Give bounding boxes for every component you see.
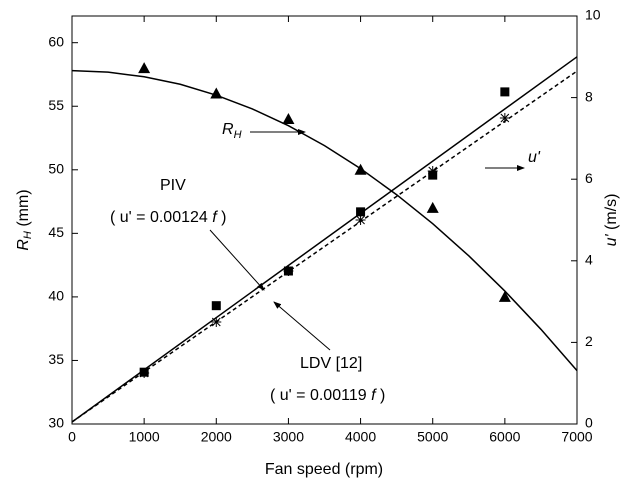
point	[426, 201, 439, 213]
y-tick-label: 45	[48, 224, 64, 240]
y2-tick-label: 0	[585, 415, 593, 431]
y-tick-label: 55	[48, 97, 64, 113]
point	[139, 368, 150, 378]
fit-line	[71, 70, 578, 423]
point	[211, 301, 221, 311]
x-tick-label: 7000	[561, 429, 592, 445]
arrow	[209, 229, 265, 291]
y2-axis-label: u' (m/s)	[603, 194, 620, 247]
y-tick-label: 35	[48, 351, 64, 367]
annotation: LDV [12]	[300, 355, 362, 372]
fit-line	[71, 69, 578, 372]
point	[500, 87, 510, 97]
annotation: u'	[528, 149, 541, 166]
y2-tick-label: 6	[585, 170, 593, 186]
y2-tick-label: 8	[585, 88, 593, 104]
y2-tick-label: 2	[585, 333, 593, 349]
x-tick-label: 0	[68, 429, 76, 445]
y2-tick-label: 4	[585, 252, 593, 268]
y2-tick-label: 10	[585, 7, 601, 23]
annotation: RH	[222, 121, 242, 141]
plot-frame	[71, 15, 578, 425]
arrow	[273, 301, 331, 351]
y-tick-label: 50	[48, 160, 64, 176]
y-axis-label: RH (mm)	[15, 189, 34, 250]
point	[499, 113, 510, 123]
x-axis-label: Fan speed (rpm)	[265, 461, 383, 478]
fit-line	[71, 56, 578, 423]
point	[498, 290, 511, 302]
y-tick-label: 60	[48, 33, 64, 49]
annotation: PIV	[160, 177, 186, 194]
y-tick-label: 30	[48, 415, 64, 431]
x-tick-label: 1000	[129, 429, 160, 445]
x-tick-label: 2000	[201, 429, 232, 445]
x-tick-label: 6000	[489, 429, 520, 445]
x-tick-label: 5000	[417, 429, 448, 445]
point	[427, 166, 438, 177]
x-tick-label: 4000	[345, 429, 376, 445]
annotation: ( u' = 0.00124 f )	[110, 209, 226, 226]
point	[138, 62, 151, 74]
point	[283, 266, 294, 276]
point	[355, 215, 366, 225]
point	[282, 112, 295, 124]
x-tick-label: 3000	[273, 429, 304, 445]
y-tick-label: 40	[48, 288, 64, 304]
point	[356, 207, 366, 217]
annotation: ( u' = 0.00119 f )	[270, 387, 385, 404]
